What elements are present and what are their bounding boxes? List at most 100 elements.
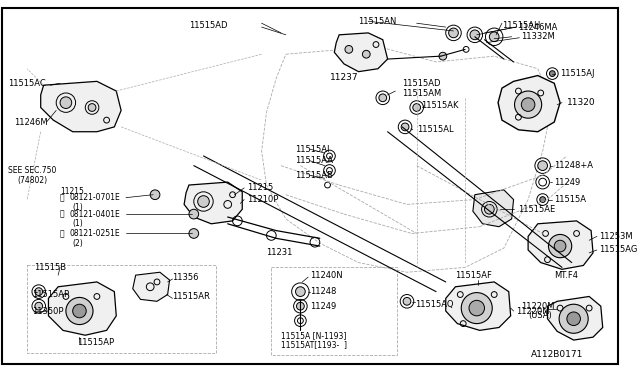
Text: SEE SEC.750: SEE SEC.750 [8,166,56,175]
Text: (1): (1) [73,219,83,228]
Text: 11210P: 11210P [247,195,278,204]
Circle shape [296,287,305,296]
Circle shape [362,50,370,58]
Text: 11249: 11249 [554,177,580,187]
Text: 08121-0701E: 08121-0701E [70,193,120,202]
Polygon shape [473,190,513,227]
Circle shape [484,204,494,214]
Text: 11515AN: 11515AN [358,17,397,26]
Circle shape [66,298,93,324]
Text: 11515AD: 11515AD [402,79,440,88]
Text: 11515AI: 11515AI [296,145,330,154]
Text: 11515AE: 11515AE [518,205,556,214]
Polygon shape [547,296,603,340]
Circle shape [88,104,96,111]
Text: 11220M: 11220M [516,307,550,315]
Text: 11249: 11249 [310,302,337,311]
Circle shape [515,91,541,118]
Circle shape [540,197,545,202]
Text: 11332M: 11332M [522,32,555,41]
Circle shape [189,209,198,219]
Circle shape [35,302,43,310]
Text: 11515A: 11515A [554,195,586,204]
Circle shape [345,45,353,53]
Text: 11515AK: 11515AK [422,101,459,110]
Text: 11515AP: 11515AP [77,339,115,347]
Circle shape [60,97,72,109]
Text: 08121-0251E: 08121-0251E [70,229,120,238]
Text: 11515AF: 11515AF [456,271,492,280]
Circle shape [73,304,86,318]
Text: 11515AL: 11515AL [417,125,453,134]
Text: 11515AQ: 11515AQ [415,300,453,309]
Text: 11515AD: 11515AD [189,20,227,30]
Circle shape [189,229,198,238]
Text: 11248+A: 11248+A [554,161,593,170]
Text: 11215: 11215 [60,187,84,196]
Text: 11515AJ: 11515AJ [560,69,595,78]
Text: (1): (1) [73,203,83,212]
Text: 11515AH: 11515AH [502,20,540,30]
Text: 11356: 11356 [173,273,199,282]
Circle shape [413,104,420,111]
Text: 11515AR: 11515AR [173,292,211,301]
Circle shape [35,288,43,295]
Text: 11320: 11320 [567,98,595,107]
Text: (USA): (USA) [528,311,552,320]
Text: 11515AA: 11515AA [296,156,333,165]
Circle shape [559,304,588,333]
Text: Ⓑ: Ⓑ [60,209,65,219]
Circle shape [548,234,572,258]
Text: MT.F4: MT.F4 [554,271,579,280]
Text: 11515AB: 11515AB [296,171,333,180]
Text: 11240N: 11240N [310,271,342,280]
Text: 11246MA: 11246MA [518,23,558,32]
Circle shape [401,123,409,131]
Circle shape [296,302,304,310]
Circle shape [439,52,447,60]
Text: 11215: 11215 [247,183,273,192]
Text: 11231: 11231 [266,248,293,257]
Polygon shape [41,81,121,132]
Text: 11248: 11248 [310,287,337,296]
Text: 11515AM: 11515AM [402,89,442,99]
Circle shape [449,28,458,38]
Text: 11515B: 11515B [34,263,66,272]
Polygon shape [132,272,170,301]
Circle shape [461,293,492,324]
Text: A112B0171: A112B0171 [531,350,584,359]
Text: 11350P: 11350P [32,308,63,317]
Text: 11237: 11237 [330,73,358,82]
Text: 11246M: 11246M [15,118,48,126]
Text: Ⓑ: Ⓑ [60,229,65,238]
Polygon shape [445,282,511,330]
Polygon shape [334,33,388,72]
Circle shape [549,71,556,77]
Circle shape [469,300,484,316]
Text: 11220M: 11220M [522,302,555,311]
Text: 11515A [N-1193]: 11515A [N-1193] [281,331,346,340]
Text: 11515AG: 11515AG [599,246,637,254]
Text: 11253M: 11253M [599,232,632,241]
Circle shape [150,190,160,199]
Circle shape [198,196,209,207]
Text: 11515AP: 11515AP [32,290,69,299]
Circle shape [522,98,535,111]
Circle shape [538,161,547,170]
Text: Ⓑ: Ⓑ [60,193,65,202]
Circle shape [470,30,479,40]
Polygon shape [498,76,560,132]
Text: 11515AC: 11515AC [8,79,45,88]
Text: 08121-0401E: 08121-0401E [70,209,120,219]
Circle shape [567,312,580,326]
Polygon shape [49,282,116,335]
Circle shape [490,32,499,42]
Polygon shape [528,221,593,269]
Circle shape [403,298,411,305]
Text: (74802): (74802) [17,176,47,185]
Polygon shape [184,182,243,224]
Circle shape [379,94,387,102]
Text: (2): (2) [73,239,83,248]
Text: 11515AT[1193-  ]: 11515AT[1193- ] [281,340,347,349]
Circle shape [554,240,566,252]
